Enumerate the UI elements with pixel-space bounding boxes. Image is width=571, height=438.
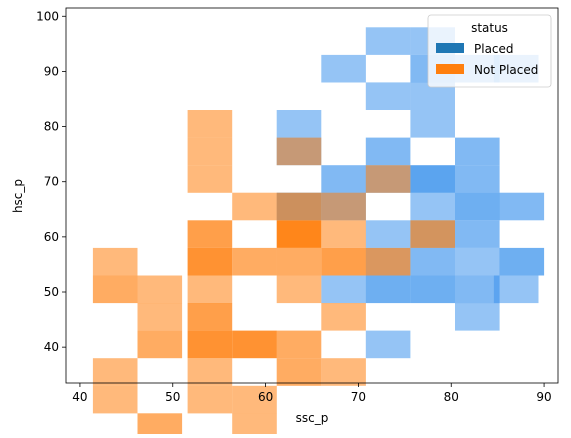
heatmap-cell-not-placed-6 — [276, 192, 322, 221]
heatmap-cell-not-placed-29 — [92, 358, 138, 386]
heatmap-cell-placed-9 — [410, 110, 455, 138]
heatmap-cell-not-placed-19 — [137, 275, 183, 304]
heatmap-cell-not-placed-9 — [276, 220, 322, 248]
heatmap-cell-placed-20 — [455, 192, 500, 221]
y-tick-label: 80 — [44, 120, 59, 134]
heatmap-cell-placed-32 — [455, 275, 500, 304]
heatmap-cell-placed-13 — [321, 165, 366, 193]
heatmap-cell-placed-6 — [365, 82, 411, 110]
heatmap-cell-not-placed-4 — [187, 165, 233, 193]
heatmap-cell-not-placed-10 — [321, 220, 366, 248]
heatmap-cell-placed-16 — [455, 165, 500, 193]
heatmap-cell-not-placed-25 — [137, 330, 183, 359]
heatmap-cell-placed-2 — [321, 54, 366, 83]
y-tick-label: 40 — [44, 340, 59, 354]
y-tick-label: 100 — [36, 9, 59, 23]
heatmap-cell-placed-22 — [365, 220, 411, 248]
cells-layer — [92, 27, 545, 438]
heatmap-cell-placed-27 — [455, 247, 500, 276]
y-tick-label: 60 — [44, 230, 59, 244]
heatmap-cell-not-placed-24 — [321, 303, 366, 331]
heatmap-cell-not-placed-36 — [137, 413, 183, 438]
heatmap-cell-not-placed-13 — [187, 247, 233, 276]
legend-label-not-placed: Not Placed — [474, 63, 538, 77]
heatmap-cell-not-placed-7 — [321, 192, 366, 221]
heatmap-cell-not-placed-11 — [410, 220, 455, 248]
x-tick-label: 60 — [258, 390, 273, 404]
legend-label-placed: Placed — [474, 42, 514, 56]
y-tick-label: 90 — [44, 64, 59, 78]
heatmap-cell-placed-34 — [455, 303, 500, 331]
heatmap-cell-not-placed-23 — [187, 303, 233, 331]
heatmap-cell-placed-11 — [365, 137, 411, 166]
heatmap-cell-placed-24 — [455, 220, 500, 248]
heatmap-cell-not-placed-12 — [92, 247, 138, 276]
axes-layer: 40 50 60 70 80 90 40 50 60 70 80 90 100 — [36, 7, 559, 404]
heatmap-cell-placed-35 — [365, 330, 411, 359]
heatmap-cell-placed-15 — [410, 165, 455, 193]
heatmap-cell-not-placed-17 — [365, 247, 411, 276]
heatmap-cell-not-placed-37 — [232, 413, 277, 438]
heatmap-cell-placed-8 — [276, 110, 322, 138]
legend-title: status — [471, 21, 508, 35]
heatmap-cell-not-placed-22 — [137, 303, 183, 331]
heatmap-cell-not-placed-32 — [321, 358, 366, 386]
x-tick-label: 80 — [444, 390, 459, 404]
y-tick-label: 70 — [44, 175, 59, 189]
x-tick-label: 90 — [536, 390, 551, 404]
heatmap-cell-not-placed-16 — [321, 247, 366, 276]
x-axis-label: ssc_p — [296, 411, 329, 425]
heatmap-cell-placed-33 — [493, 275, 539, 304]
heatmap-cell-not-placed-20 — [187, 275, 233, 304]
heatmap-cell-not-placed-28 — [276, 330, 322, 359]
heatmap-cell-placed-21 — [499, 192, 545, 221]
heatmap-cell-placed-31 — [410, 275, 455, 304]
heatmap-cell-not-placed-18 — [92, 275, 138, 304]
heatmap-cell-not-placed-27 — [232, 330, 277, 359]
heatmap-cell-not-placed-15 — [276, 247, 322, 276]
x-tick-label: 40 — [72, 390, 87, 404]
y-axis-label: hsc_p — [11, 179, 25, 213]
heatmap-cell-not-placed-35 — [92, 385, 138, 414]
plot-frame — [65, 7, 559, 384]
x-tick-label: 70 — [351, 390, 366, 404]
heatmap-cell-not-placed-3 — [365, 165, 411, 193]
heatmap-cell-not-placed-2 — [276, 137, 322, 166]
heatmap-cell-placed-12 — [455, 137, 500, 166]
heatmap-cell-not-placed-34 — [232, 385, 277, 414]
heatmap-cell-placed-19 — [410, 192, 455, 221]
heatmap-cell-not-placed-26 — [187, 330, 233, 359]
heatmap-cell-not-placed-0 — [187, 110, 233, 138]
heatmap-cell-placed-0 — [365, 27, 411, 55]
heatmap-cell-not-placed-14 — [232, 247, 277, 276]
y-tick-label: 50 — [44, 285, 59, 299]
heatmap-cell-placed-28 — [499, 247, 545, 276]
heatmap-cell-not-placed-8 — [187, 220, 233, 248]
heatmap-cell-not-placed-5 — [232, 192, 277, 221]
heatmap-cell-placed-26 — [410, 247, 455, 276]
heatmap-cell-placed-29 — [321, 275, 366, 304]
heatmap-cell-not-placed-31 — [276, 358, 322, 386]
heatmap-cell-not-placed-1 — [187, 137, 233, 166]
heatmap-cell-not-placed-21 — [276, 275, 322, 304]
x-tick-label: 50 — [165, 390, 180, 404]
heatmap-cell-placed-30 — [365, 275, 411, 304]
legend-swatch-not-placed — [436, 64, 464, 74]
heatmap-cell-not-placed-33 — [187, 385, 233, 414]
legend-swatch-placed — [436, 43, 464, 53]
heatmap-cell-not-placed-30 — [187, 358, 233, 386]
legend: status Placed Not Placed — [427, 14, 552, 88]
